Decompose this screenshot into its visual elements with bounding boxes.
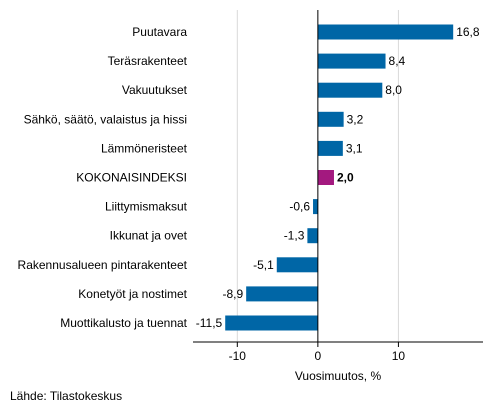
category-label: Vakuutukset [122,83,188,97]
data-label: 3,1 [346,141,363,155]
category-label: KOKONAISINDEKSI [76,171,187,185]
data-label: -8,9 [222,287,243,301]
data-label: -1,3 [284,229,305,243]
data-label: -11,5 [196,316,223,330]
bar [317,170,334,185]
category-label: Rakennusalueen pintarakenteet [18,258,188,272]
axes [193,10,483,347]
data-label: -0,6 [289,200,310,214]
data-label: 3,2 [347,112,364,126]
bar [313,199,318,215]
category-label: Teräsrakenteet [108,54,188,68]
category-label: Sähkö, säätö, valaistus ja hissi [24,112,187,126]
category-label: Lämmöneristeet [101,141,188,155]
data-label: 8,0 [385,83,402,97]
bar [317,111,344,127]
bar [307,228,318,244]
source-note: Lähde: Tilastokeskus [10,389,123,403]
bar [317,140,343,156]
category-label: Liittymismaksut [105,200,188,214]
data-label: 16,8 [456,25,480,39]
category-label: Konetyöt ja nostimet [78,287,187,301]
x-tick-label: 0 [315,349,322,363]
bar [317,53,386,69]
data-label: -5,1 [253,258,274,272]
category-label: Puutavara [132,25,187,39]
bar [317,82,383,98]
grid-lines [236,10,399,342]
bar [225,315,318,331]
category-label: Muottikalusto ja tuennat [60,316,187,330]
bar [246,286,318,302]
bars [225,24,454,331]
bar [276,257,318,273]
x-tick-label: 10 [392,349,406,363]
labels: Puutavara 16,8 Teräsrakenteet 8,4 Vakuutukse… [18,25,480,363]
category-label: Ikkunat ja ovet [110,229,188,243]
data-label: 2,0 [337,171,354,185]
data-label: 8,4 [389,54,406,68]
bar [317,24,454,40]
x-axis-title: Vuosimuutos, % [295,369,382,383]
x-tick-label: -10 [229,349,247,363]
